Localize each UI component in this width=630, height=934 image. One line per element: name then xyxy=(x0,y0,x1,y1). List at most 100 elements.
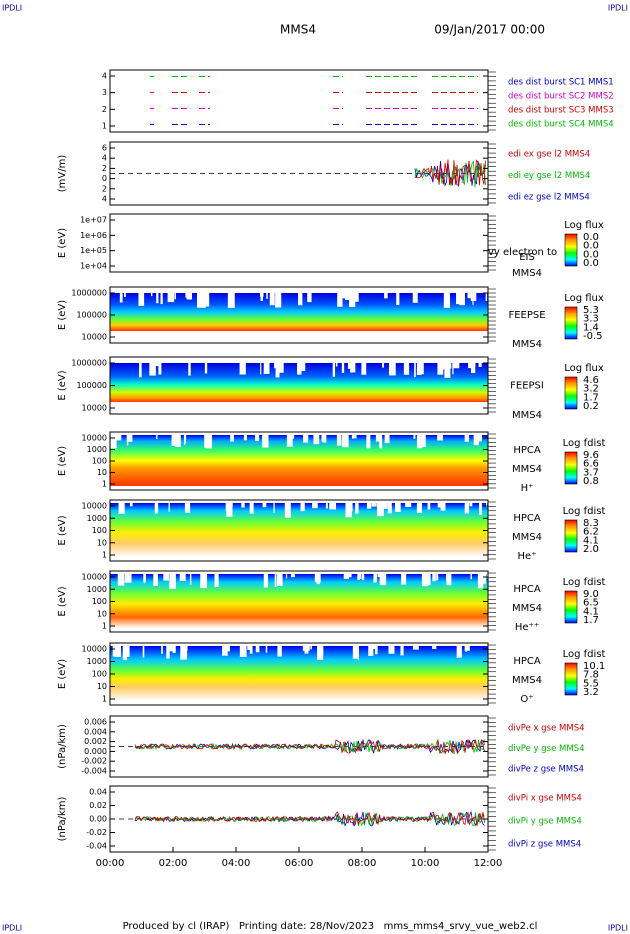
colorbar-label: 10.1 xyxy=(583,661,605,672)
data-gap xyxy=(273,503,275,513)
instrument-label: He⁺ xyxy=(518,551,537,562)
data-gap xyxy=(420,363,424,375)
data-gap xyxy=(274,574,277,587)
y-tick-label: 0.04 xyxy=(89,788,107,797)
data-gap xyxy=(115,646,120,650)
y-tick-label: 1 xyxy=(102,122,107,131)
legend-entry: divPe x gse MMS4 xyxy=(508,724,585,734)
data-gap xyxy=(473,435,479,446)
data-gap xyxy=(114,435,122,441)
data-gap xyxy=(129,503,133,507)
data-gap xyxy=(274,363,278,369)
colorbar-label: 4.6 xyxy=(583,375,599,386)
instrument-label: MMS4 xyxy=(512,532,542,543)
data-gap xyxy=(184,435,187,444)
data-gap xyxy=(413,435,416,439)
data-gap xyxy=(352,646,358,659)
data-gap xyxy=(357,574,360,580)
colorbar-label: 6.6 xyxy=(583,459,599,470)
colorbar-title: Log flux xyxy=(564,363,604,374)
y-tick-label: 1000 xyxy=(87,514,107,523)
data-gap xyxy=(443,293,450,308)
data-gap xyxy=(184,503,188,512)
data-gap xyxy=(149,363,156,376)
y-tick-label: 0.02 xyxy=(89,801,107,810)
instrument-label: MMS4 xyxy=(512,410,542,421)
y-tick-label: 4 xyxy=(102,195,107,204)
data-gap xyxy=(188,363,191,376)
data-gap xyxy=(163,574,169,581)
data-gap xyxy=(375,435,382,442)
data-gap xyxy=(286,574,288,579)
y-tick-label: 1000000 xyxy=(71,359,107,368)
colorbar-label: -0.5 xyxy=(583,331,603,342)
data-gap xyxy=(316,574,321,585)
data-gap xyxy=(150,293,153,297)
data-gap xyxy=(214,574,219,588)
colorbar xyxy=(564,662,578,696)
data-gap xyxy=(226,646,230,652)
colorbar xyxy=(564,451,578,485)
data-gap xyxy=(222,646,228,656)
data-gap xyxy=(185,503,191,513)
y-tick-label: 2 xyxy=(102,105,107,114)
y-tick-label: 1 xyxy=(102,551,107,560)
data-gap xyxy=(467,293,472,299)
y-axis-label: E (eV) xyxy=(57,446,68,476)
x-tick-label: 10:00 xyxy=(411,858,440,869)
data-gap xyxy=(448,574,451,583)
y-tick-label: 1000 xyxy=(87,445,107,454)
data-gap xyxy=(196,293,203,308)
data-gap xyxy=(168,503,170,512)
y-tick-label: 100000 xyxy=(76,311,107,320)
data-gap xyxy=(412,293,418,303)
data-gap xyxy=(266,293,268,299)
data-gap xyxy=(438,363,446,370)
data-gap xyxy=(118,503,125,514)
data-gap xyxy=(303,435,309,443)
y-tick-label: 1000 xyxy=(87,585,107,594)
data-gap xyxy=(379,435,383,449)
y-axis-label: E (eV) xyxy=(57,586,68,616)
data-gap xyxy=(180,646,188,660)
y-tick-label: 1e+05 xyxy=(80,246,107,255)
data-gap xyxy=(338,293,346,299)
colorbar-label: 1.7 xyxy=(583,615,599,626)
legend-entry: edi ey gse l2 MMS4 xyxy=(508,171,590,181)
data-gap xyxy=(486,503,488,508)
data-gap xyxy=(412,646,419,650)
data-gap xyxy=(260,293,263,301)
colorbar-label: 4.1 xyxy=(583,535,599,546)
panel-frame xyxy=(109,715,489,778)
legend-entry: divPe z gse MMS4 xyxy=(508,765,584,775)
instrument-label: HPCA xyxy=(513,513,541,524)
data-gap xyxy=(286,435,293,447)
y-tick-label: 10000 xyxy=(82,573,107,582)
y-tick-label: -0.004 xyxy=(81,767,107,776)
y-tick-label: -0.002 xyxy=(81,757,107,766)
y-tick-label: 100 xyxy=(92,597,107,606)
y-tick-label: 1e+06 xyxy=(80,231,107,240)
y-tick-label: 100 xyxy=(92,526,107,535)
colorbar-label: 4.1 xyxy=(583,606,599,617)
data-gap xyxy=(263,574,269,588)
colorbar-label: 6.5 xyxy=(583,598,599,609)
data-gap xyxy=(374,646,378,655)
instrument-label: MMS4 xyxy=(512,675,542,686)
y-tick-label: 10000 xyxy=(82,434,107,443)
data-gap xyxy=(321,435,324,442)
data-gap xyxy=(432,646,437,650)
colorbar-label: 3.2 xyxy=(583,384,599,395)
y-tick-label: 1e+07 xyxy=(80,216,107,225)
instrument-label: FEEPSI xyxy=(510,381,544,392)
data-gap xyxy=(227,293,235,308)
data-gap xyxy=(359,574,362,580)
colorbar-label: 0.8 xyxy=(583,476,599,487)
colorbar-label: 0.0 xyxy=(583,241,599,252)
data-gap xyxy=(126,435,133,442)
data-gap xyxy=(349,293,356,308)
y-tick-label: 10000 xyxy=(82,333,107,342)
data-gap xyxy=(373,574,377,583)
data-gap xyxy=(464,435,470,442)
data-gap xyxy=(204,363,208,374)
